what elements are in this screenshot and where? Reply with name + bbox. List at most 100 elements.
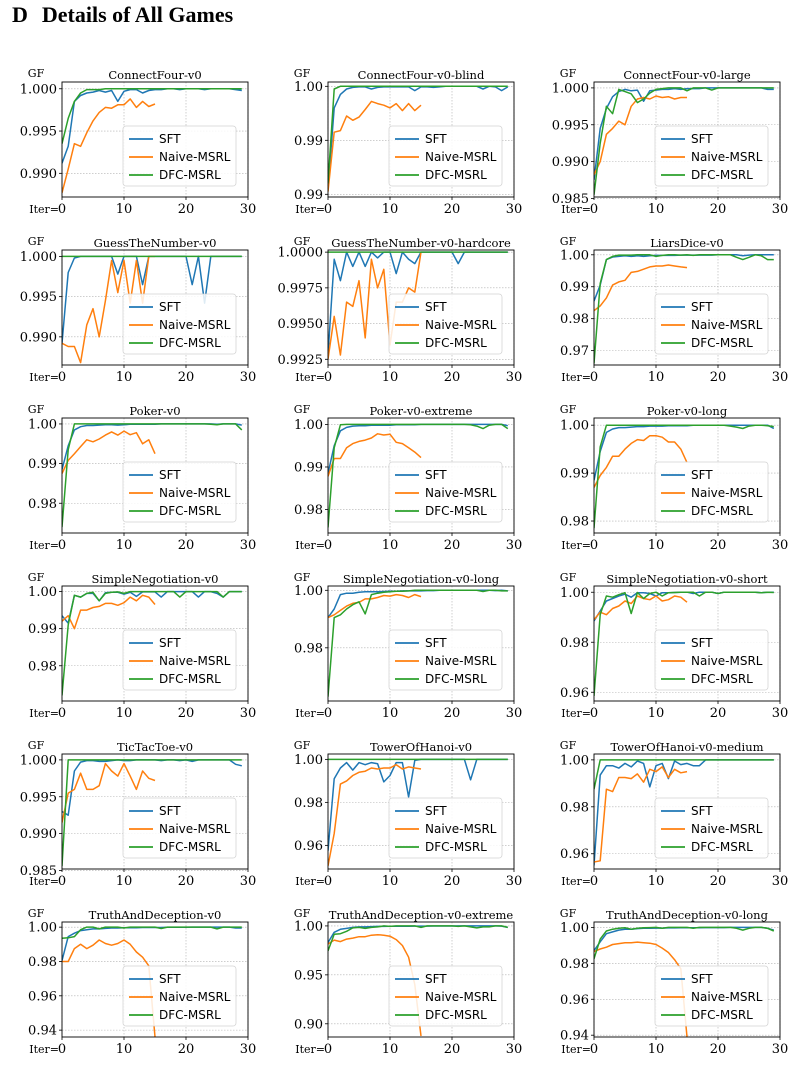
x-tick-label: 0 <box>324 874 332 889</box>
x-tick-label: 20 <box>178 202 195 217</box>
chart-panel: 0.94 0.96 0.98 1.00 0 10 20 30 TruthAndDeception… <box>532 900 798 1070</box>
legend-box <box>388 125 503 187</box>
legend-label: Naive-MSRL <box>425 990 497 1004</box>
legend-label: DFC-MSRL <box>159 840 221 854</box>
chart-svg: 0.98 0.99 1.00 0 10 20 30 Poker-v0-long GF Iter= S… <box>560 403 788 553</box>
legend-label: SFT <box>691 972 713 986</box>
series-line-naive-msrl <box>62 762 156 823</box>
chart-panel: 0.98 0.99 1.00 0 10 20 30 Poker-v0-long GF Iter= S… <box>532 396 798 566</box>
x-tick-label: 0 <box>324 370 332 385</box>
legend-label: DFC-MSRL <box>425 840 487 854</box>
series-line-dfc-msrl <box>594 87 774 195</box>
series-line-naive-msrl <box>594 434 688 488</box>
series-line-dfc-msrl <box>594 926 775 960</box>
y-tick-label: 0.98 <box>28 659 57 674</box>
chart-svg: 0.985 0.990 0.995 1.000 0 10 20 30 ConnectFour-v… <box>552 67 788 217</box>
series-line-sft <box>594 926 775 952</box>
chart-svg: 0.98 0.99 1.00 0 10 20 30 Poker-v0 GF Iter= SFT Nai… <box>28 403 257 553</box>
legend-label: SFT <box>691 804 713 818</box>
series-line-dfc-msrl <box>62 88 242 144</box>
y-tick-label: 0.98 <box>294 641 323 656</box>
chart-svg: 0.99 0.99 1.00 0 10 20 30 ConnectFour-v0-blind G… <box>294 67 522 217</box>
legend-label: DFC-MSRL <box>691 504 753 518</box>
x-tick-label: 0 <box>58 202 66 217</box>
y-axis-label: GF <box>294 907 311 920</box>
chart-panel: 0.990 0.995 1.000 0 10 20 30 ConnectFour-v0 GF It… <box>0 60 266 230</box>
x-tick-label: 30 <box>772 1042 789 1057</box>
x-tick-label: 20 <box>710 202 727 217</box>
chart-panel: 0.98 0.99 1.00 0 10 20 30 SimpleNegotiation-v0 G… <box>0 564 266 734</box>
legend-box <box>388 629 503 691</box>
plot-frame <box>593 585 781 702</box>
x-tick-label: 20 <box>710 874 727 889</box>
y-tick-label: 0.94 <box>28 1024 57 1039</box>
x-axis-prefix: Iter= <box>29 1043 59 1056</box>
x-tick-label: 0 <box>58 706 66 721</box>
legend-label: Naive-MSRL <box>159 150 231 164</box>
legend-label: SFT <box>159 972 181 986</box>
legend-box <box>388 797 503 859</box>
x-tick-label: 10 <box>382 706 399 721</box>
legend-label: SFT <box>159 300 181 314</box>
series-line-naive-msrl <box>62 430 156 474</box>
y-tick-label: 1.0000 <box>278 246 324 261</box>
legend-label: SFT <box>425 636 447 650</box>
x-tick-label: 20 <box>444 370 461 385</box>
x-axis-prefix: Iter= <box>29 539 59 552</box>
legend-label: SFT <box>425 468 447 482</box>
legend-box <box>122 629 237 691</box>
legend-label: DFC-MSRL <box>691 336 753 350</box>
legend-box <box>122 965 237 1027</box>
chart-svg: 0.94 0.96 0.98 1.00 0 10 20 30 TruthAndDeception… <box>560 907 789 1057</box>
series-line-naive-msrl <box>328 763 422 866</box>
y-tick-label: 0.990 <box>20 167 57 182</box>
legend-label: DFC-MSRL <box>425 1008 487 1022</box>
y-axis-label: GF <box>294 739 311 752</box>
chart-title: ConnectFour-v0 <box>108 68 201 82</box>
series-line-naive-msrl <box>62 98 156 193</box>
legend-box <box>654 293 769 355</box>
y-tick-label: 0.995 <box>20 125 57 140</box>
y-tick-label: 1.00 <box>560 753 589 768</box>
chart-svg: 0.98 0.99 1.00 0 10 20 30 Poker-v0-extreme GF Ite… <box>294 403 523 553</box>
x-tick-label: 10 <box>648 1042 665 1057</box>
chart-title: Poker-v0-long <box>647 404 728 418</box>
y-tick-label: 0.96 <box>560 993 589 1008</box>
x-tick-label: 10 <box>382 1042 399 1057</box>
series-line-dfc-msrl <box>594 759 774 790</box>
plot-frame <box>593 753 781 870</box>
series-line-naive-msrl <box>328 593 422 619</box>
chart-panel: 0.90 0.95 1.00 0 10 20 30 TruthAndDeception-v0-… <box>266 900 532 1070</box>
legend-label: Naive-MSRL <box>691 486 763 500</box>
x-axis-prefix: Iter= <box>295 875 325 888</box>
y-tick-label: 0.98 <box>28 955 57 970</box>
x-tick-label: 10 <box>648 706 665 721</box>
chart-panel: 0.98 0.99 1.00 0 10 20 30 Poker-v0-extreme GF Ite… <box>266 396 532 566</box>
x-tick-label: 30 <box>240 538 257 553</box>
x-tick-label: 30 <box>506 538 523 553</box>
x-tick-label: 20 <box>178 874 195 889</box>
x-axis-prefix: Iter= <box>295 371 325 384</box>
series-line-naive-msrl <box>328 933 422 1037</box>
legend-label: Naive-MSRL <box>425 486 497 500</box>
y-tick-label: 0.9950 <box>278 317 324 332</box>
series-line-sft <box>62 926 242 961</box>
plot-frame <box>327 753 515 870</box>
chart-panel: 0.99 0.99 1.00 0 10 20 30 ConnectFour-v0-blind G… <box>266 60 532 230</box>
legend-label: DFC-MSRL <box>691 672 753 686</box>
x-axis-prefix: Iter= <box>561 203 591 216</box>
plot-frame <box>327 249 515 366</box>
chart-svg: 0.94 0.96 0.98 1.00 0 10 20 30 TruthAndDeception… <box>28 907 256 1057</box>
legend-label: Naive-MSRL <box>159 822 231 836</box>
y-tick-label: 0.995 <box>20 290 57 305</box>
x-tick-label: 10 <box>648 538 665 553</box>
y-tick-label: 1.000 <box>20 250 57 265</box>
x-axis-prefix: Iter= <box>295 1043 325 1056</box>
chart-title: Poker-v0-extreme <box>370 404 473 418</box>
chart-svg: 0.96 0.98 1.00 0 10 20 30 SimpleNegotiation-v0-… <box>560 571 788 721</box>
x-tick-label: 0 <box>590 874 598 889</box>
series-line-dfc-msrl <box>594 254 774 364</box>
x-tick-label: 20 <box>178 370 195 385</box>
y-tick-label: 0.9975 <box>278 281 324 296</box>
legend-label: DFC-MSRL <box>691 168 753 182</box>
